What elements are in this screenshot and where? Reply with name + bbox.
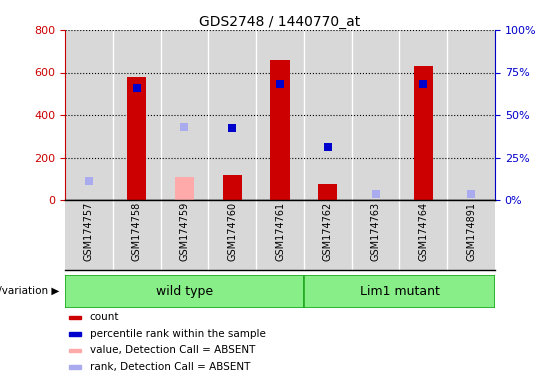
Bar	[160, 200, 208, 270]
Bar	[304, 275, 495, 308]
Bar	[208, 30, 256, 200]
Title: GDS2748 / 1440770_at: GDS2748 / 1440770_at	[199, 15, 361, 29]
Bar	[175, 177, 194, 200]
Bar	[318, 184, 338, 200]
Bar	[256, 30, 304, 200]
Bar	[447, 200, 495, 270]
Text: percentile rank within the sample: percentile rank within the sample	[90, 329, 266, 339]
Bar	[304, 200, 352, 270]
Text: GSM174761: GSM174761	[275, 202, 285, 261]
Bar	[69, 349, 81, 352]
Bar	[113, 200, 160, 270]
Bar	[352, 30, 400, 200]
Bar	[65, 30, 113, 200]
Text: GSM174891: GSM174891	[466, 202, 476, 261]
Text: GSM174759: GSM174759	[179, 202, 190, 262]
Bar	[127, 77, 146, 200]
Bar	[400, 200, 447, 270]
Text: GSM174757: GSM174757	[84, 202, 94, 262]
Bar	[69, 316, 81, 319]
Text: Lim1 mutant: Lim1 mutant	[360, 285, 440, 298]
Text: GSM174764: GSM174764	[418, 202, 428, 261]
Text: GSM174763: GSM174763	[370, 202, 381, 261]
Text: value, Detection Call = ABSENT: value, Detection Call = ABSENT	[90, 345, 255, 355]
Bar	[208, 200, 256, 270]
Text: GSM174760: GSM174760	[227, 202, 237, 261]
Bar	[113, 30, 160, 200]
Bar	[447, 30, 495, 200]
Text: count: count	[90, 312, 119, 322]
Bar	[160, 30, 208, 200]
Bar	[65, 200, 113, 270]
Text: GSM174762: GSM174762	[323, 202, 333, 262]
Bar	[352, 200, 400, 270]
Text: wild type: wild type	[156, 285, 213, 298]
Text: GSM174758: GSM174758	[132, 202, 141, 262]
Bar	[222, 174, 242, 200]
Bar	[400, 30, 447, 200]
Bar	[65, 275, 304, 308]
Bar	[414, 66, 433, 200]
Bar	[69, 332, 81, 336]
Text: rank, Detection Call = ABSENT: rank, Detection Call = ABSENT	[90, 362, 250, 372]
Bar	[256, 200, 304, 270]
Bar	[69, 365, 81, 369]
Bar	[304, 30, 352, 200]
Text: genotype/variation ▶: genotype/variation ▶	[0, 286, 59, 296]
Bar	[271, 60, 289, 200]
